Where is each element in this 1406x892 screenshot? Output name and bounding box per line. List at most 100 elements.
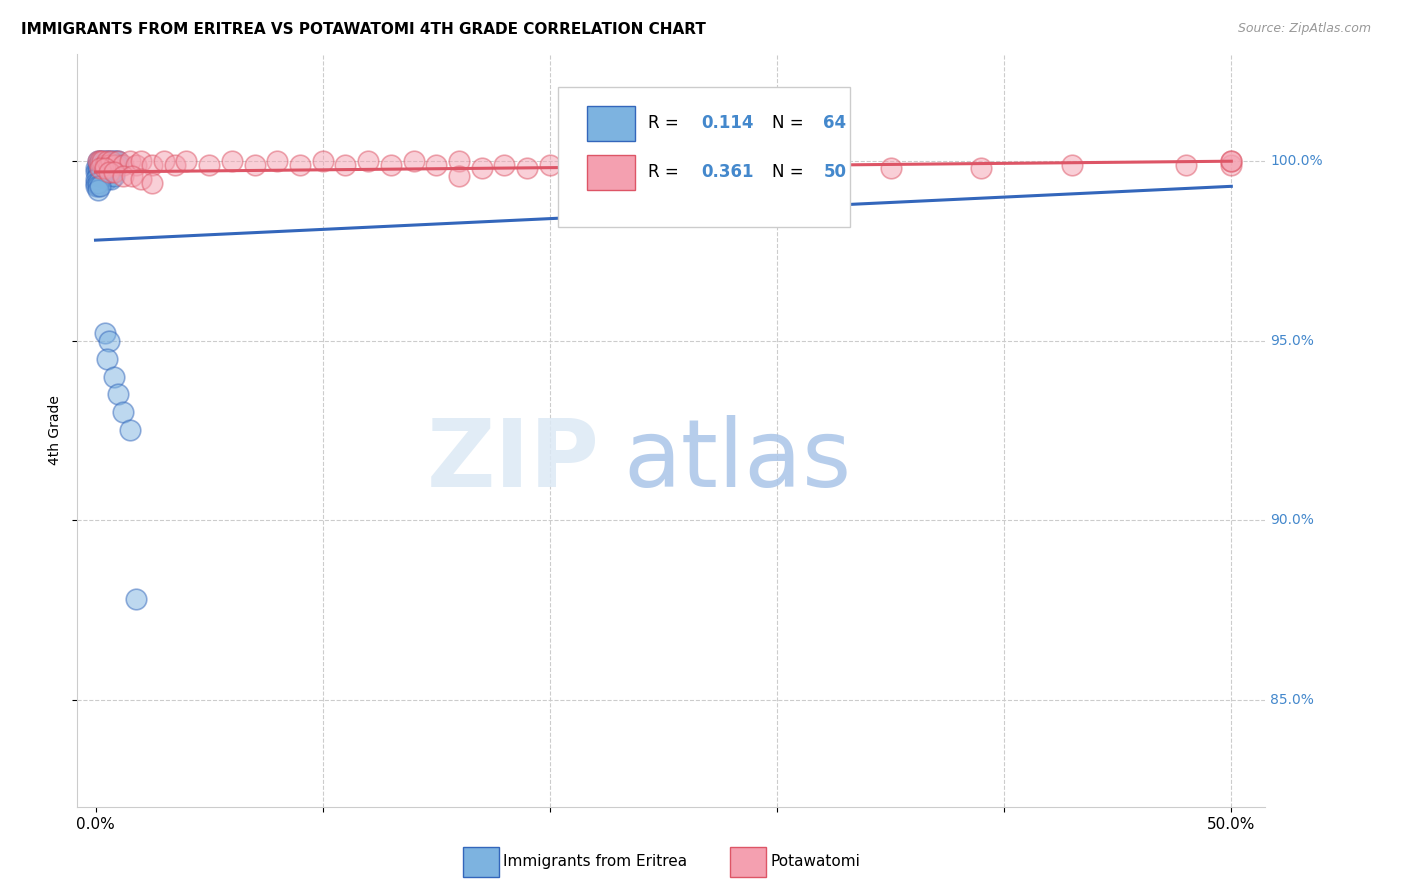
Point (447, 154, 470, 169)
Point (103, 169, 125, 183)
Point (118, 423, 141, 437)
Point (93, 169, 115, 183)
Point (91, 161, 114, 176)
Point (98, 154, 121, 169)
Point (89, 169, 111, 183)
Point (84, 176, 107, 190)
Point (335, 158, 357, 172)
Point (176, 154, 198, 169)
Point (121, 169, 143, 183)
Point (1174, 158, 1197, 172)
Point (141, 176, 163, 190)
Point (100, 161, 122, 176)
Text: 64: 64 (824, 114, 846, 132)
Text: ZIP: ZIP (427, 415, 600, 507)
Point (89, 161, 111, 176)
Point (87, 179, 110, 194)
Point (538, 158, 561, 172)
Point (87, 154, 110, 169)
Point (129, 154, 152, 169)
Text: R =: R = (648, 163, 683, 181)
Point (107, 154, 129, 169)
Point (100, 154, 122, 169)
Point (1220, 158, 1243, 172)
Point (93, 161, 115, 176)
Point (516, 161, 538, 176)
Point (89, 154, 111, 169)
Text: 0.114: 0.114 (702, 114, 754, 132)
Point (103, 154, 125, 169)
Text: 95.0%: 95.0% (1270, 334, 1313, 348)
Point (103, 158, 125, 172)
Point (471, 161, 494, 176)
Point (91, 165, 114, 179)
Point (87, 183, 110, 197)
Text: Source: ZipAtlas.com: Source: ZipAtlas.com (1237, 22, 1371, 36)
Point (357, 154, 380, 169)
Point (100, 158, 122, 172)
Point (91, 165, 114, 179)
Text: 50: 50 (824, 163, 846, 181)
Point (89, 161, 111, 176)
Point (87, 165, 110, 179)
Point (163, 158, 186, 172)
Point (103, 165, 125, 179)
Point (100, 172, 122, 186)
Point (111, 405, 134, 419)
Point (93, 326, 115, 341)
Point (288, 158, 311, 172)
Point (111, 158, 134, 172)
Point (111, 169, 134, 183)
Point (89, 154, 111, 169)
Point (89, 165, 111, 179)
Point (266, 154, 288, 169)
Point (125, 592, 148, 607)
Text: N =: N = (772, 114, 810, 132)
Point (96, 351, 118, 366)
Text: atlas: atlas (624, 415, 852, 507)
Point (84, 165, 107, 179)
Point (107, 154, 129, 169)
Point (100, 165, 122, 179)
Point (98, 334, 121, 348)
Point (118, 154, 141, 169)
Point (107, 158, 129, 172)
Point (91, 154, 114, 169)
Point (98, 165, 121, 179)
Point (96, 165, 118, 179)
Point (93, 161, 115, 176)
Point (87, 158, 110, 172)
Point (93, 158, 115, 172)
Text: IMMIGRANTS FROM ERITREA VS POTAWATOMI 4TH GRADE CORRELATION CHART: IMMIGRANTS FROM ERITREA VS POTAWATOMI 4T… (21, 22, 706, 37)
Point (811, 165, 834, 179)
Point (89, 179, 111, 194)
Point (91, 154, 114, 169)
Point (103, 369, 125, 384)
Point (84, 172, 107, 186)
Point (87, 165, 110, 179)
Point (198, 158, 221, 172)
Point (141, 158, 163, 172)
Point (100, 154, 122, 169)
Text: R =: R = (648, 114, 683, 132)
Point (84, 161, 107, 176)
Point (425, 158, 447, 172)
Point (107, 387, 129, 401)
Point (98, 169, 121, 183)
Point (89, 169, 111, 183)
Point (402, 154, 425, 169)
Point (494, 158, 516, 172)
Point (125, 158, 148, 172)
Point (380, 158, 402, 172)
Point (93, 158, 115, 172)
Point (91, 169, 114, 183)
Point (93, 165, 115, 179)
Point (87, 169, 110, 183)
Text: Potawatomi: Potawatomi (770, 855, 860, 869)
Point (96, 154, 118, 169)
Point (243, 158, 266, 172)
Point (96, 172, 118, 186)
Point (98, 158, 121, 172)
Point (98, 158, 121, 172)
Text: 90.0%: 90.0% (1270, 513, 1313, 527)
